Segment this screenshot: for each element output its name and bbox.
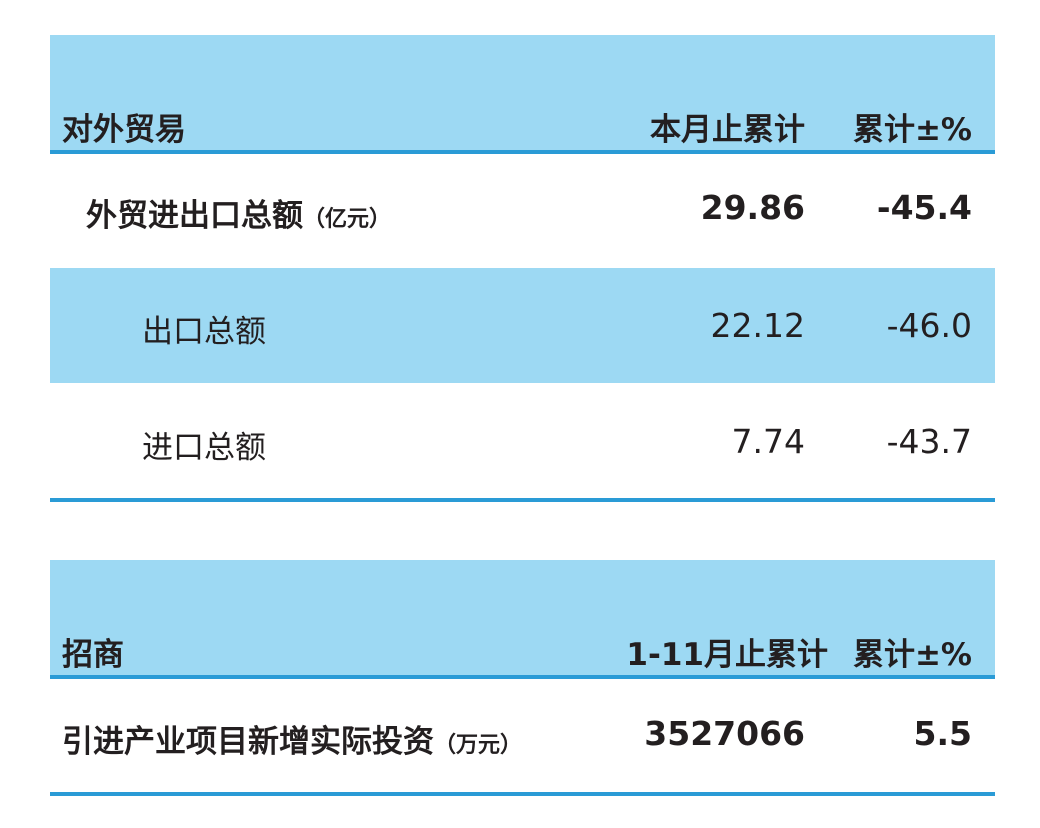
trade-title: 对外贸易 xyxy=(62,112,186,148)
row-label: 进口总额 xyxy=(142,430,266,466)
row-value: 29.86 xyxy=(700,188,805,227)
investment-title: 招商 xyxy=(62,637,124,673)
row-change: -46.0 xyxy=(886,306,972,345)
row-label: 出口总额 xyxy=(142,314,266,350)
investment-col-change: 累计±% xyxy=(852,637,972,673)
table-row-band xyxy=(50,268,995,383)
trade-bottom-rule xyxy=(50,498,995,502)
row-change: -45.4 xyxy=(876,188,972,227)
row-change: -43.7 xyxy=(886,422,972,461)
row-value: 7.74 xyxy=(731,422,805,461)
trade-col-current: 本月止累计 xyxy=(650,112,805,148)
trade-header-band xyxy=(50,35,995,151)
investment-header-rule xyxy=(50,675,995,679)
investment-header-band xyxy=(50,560,995,676)
investment-bottom-rule xyxy=(50,792,995,796)
investment-col-current: 1-11月止累计 xyxy=(626,637,828,673)
row-unit: （亿元） xyxy=(303,207,392,232)
trade-header-rule xyxy=(50,150,995,154)
row-label: 引进产业项目新增实际投资 xyxy=(62,724,434,760)
row-change: 5.5 xyxy=(913,714,972,753)
row-label: 外贸进出口总额 xyxy=(86,198,303,234)
row-unit: （万元） xyxy=(434,733,523,758)
row-value: 22.12 xyxy=(710,306,805,345)
trade-col-change: 累计±% xyxy=(852,112,972,148)
row-value: 3527066 xyxy=(644,714,805,753)
